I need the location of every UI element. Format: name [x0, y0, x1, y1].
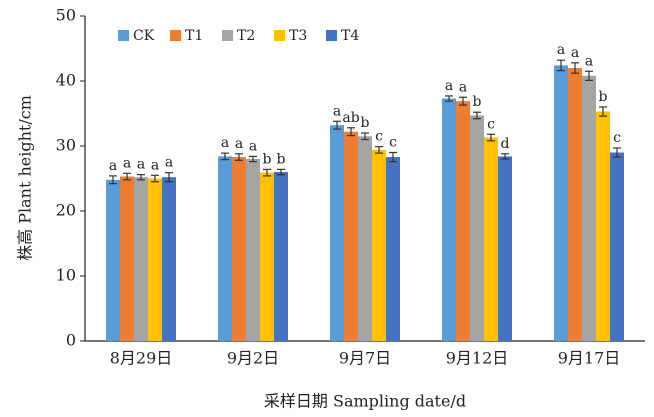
y-tick-label: 20: [56, 201, 76, 220]
bar: [148, 178, 162, 341]
significance-letter: ab: [342, 110, 359, 126]
y-tick-label: 0: [66, 331, 76, 350]
significance-letter: d: [501, 136, 510, 152]
bar: [484, 137, 498, 341]
significance-letter: a: [165, 155, 173, 171]
legend-label: T4: [341, 28, 359, 44]
y-axis-title: 株高 Plant height/cm: [16, 95, 35, 261]
bar: [120, 176, 134, 341]
bar: [554, 65, 568, 342]
bar: [498, 156, 512, 341]
significance-letter: a: [459, 79, 467, 95]
bar: [246, 159, 260, 341]
significance-letter: c: [613, 130, 621, 146]
significance-letter: b: [473, 94, 482, 110]
x-tick-label: 8月29日: [110, 349, 173, 368]
x-tick-label: 9月7日: [339, 349, 391, 368]
bar: [106, 179, 120, 341]
significance-letter: a: [557, 42, 565, 58]
significance-letter: b: [263, 151, 272, 167]
x-tick-label: 9月12日: [446, 349, 509, 368]
x-tick-label: 9月17日: [558, 349, 621, 368]
legend-label: T3: [289, 28, 307, 44]
significance-letter: b: [599, 89, 608, 105]
significance-letter: a: [109, 158, 117, 174]
significance-letter: a: [235, 136, 243, 152]
y-tick-label: 40: [56, 71, 76, 90]
bar: [260, 172, 274, 341]
bar: [162, 177, 176, 341]
significance-letter: c: [487, 116, 495, 132]
bar: [330, 125, 344, 341]
bar: [470, 115, 484, 341]
bar: [344, 131, 358, 341]
bar: [218, 156, 232, 341]
bar: [358, 136, 372, 341]
significance-letter: b: [361, 115, 370, 131]
bar: [582, 75, 596, 342]
legend-swatch: [170, 30, 181, 41]
significance-letter: c: [375, 129, 383, 145]
bar: [456, 101, 470, 342]
bar: [274, 172, 288, 341]
legend-swatch: [326, 30, 337, 41]
bar: [372, 149, 386, 341]
legend-label: T1: [185, 28, 203, 44]
significance-letter: a: [571, 45, 579, 61]
x-tick-label: 9月2日: [227, 349, 279, 368]
legend-label: CK: [133, 28, 155, 44]
legend-swatch: [222, 30, 233, 41]
significance-letter: a: [445, 78, 453, 94]
bar: [610, 152, 624, 341]
y-tick-label: 30: [56, 136, 76, 155]
bar: [442, 98, 456, 341]
significance-letter: c: [389, 135, 397, 151]
significance-letter: a: [249, 138, 257, 154]
bar: [386, 157, 400, 341]
bar: [134, 177, 148, 341]
legend-swatch: [274, 30, 285, 41]
significance-letter: a: [123, 155, 131, 171]
significance-letter: a: [333, 103, 341, 119]
bar: [568, 68, 582, 341]
significance-letter: b: [277, 151, 286, 167]
significance-letter: a: [585, 53, 593, 69]
legend-swatch: [118, 30, 129, 41]
x-axis-title: 采样日期 Sampling date/d: [264, 392, 466, 411]
y-tick-label: 50: [56, 6, 76, 25]
significance-letter: a: [151, 157, 159, 173]
significance-letter: a: [221, 135, 229, 151]
bar: [596, 111, 610, 341]
y-tick-label: 10: [56, 266, 76, 285]
significance-letter: a: [137, 157, 145, 173]
bar: [232, 157, 246, 341]
legend-label: T2: [237, 28, 255, 44]
